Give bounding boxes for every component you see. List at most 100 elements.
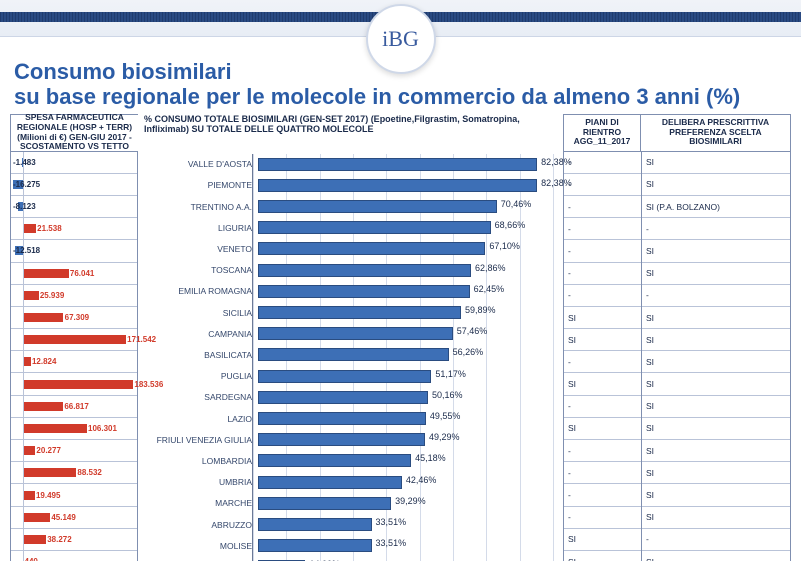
piani-cell: - [564, 507, 641, 529]
spesa-value: 12.824 [32, 357, 56, 366]
chart-column: 0%10%20%30%40%50%60%70%80%90% VALLE D'AO… [138, 152, 563, 561]
spesa-row: 20.277 [11, 440, 137, 462]
spesa-row: -8.123 [11, 196, 137, 218]
bar-value: 68,66% [495, 220, 526, 230]
spesa-row: 12.824 [11, 351, 137, 373]
delibera-cell: SI [642, 418, 790, 440]
region-label: LAZIO [146, 414, 258, 424]
bar-value: 56,26% [453, 347, 484, 357]
bar-row: FRIULI VENEZIA GIULIA 49,29% [146, 429, 563, 450]
header-piani: PIANI DI RIENTRO AGG_11_2017 [563, 114, 641, 152]
delibera-cell: SI [642, 240, 790, 262]
piani-cell: - [564, 152, 641, 174]
spesa-value: 88.532 [77, 468, 101, 477]
delibera-cell: SI [642, 484, 790, 506]
spesa-value: 67.309 [65, 313, 89, 322]
spesa-value: 66.817 [64, 402, 88, 411]
region-label: FRIULI VENEZIA GIULIA [146, 435, 258, 445]
spesa-value: 106.301 [88, 424, 117, 433]
delibera-cell: SI [642, 396, 790, 418]
spesa-row: 45.149 [11, 507, 137, 529]
logo-text: iBG [382, 26, 419, 52]
bar-row: TRENTINO A.A.70,46% [146, 196, 563, 217]
region-label: CAMPANIA [146, 329, 258, 339]
consumption-bar [258, 242, 485, 255]
bar-value: 70,46% [501, 199, 532, 209]
piani-cell: - [564, 440, 641, 462]
spesa-value: -12.518 [13, 246, 40, 255]
bar-row: ABRUZZO 33,51% [146, 514, 563, 535]
spesa-row: -16.275 [11, 174, 137, 196]
piani-cell: - [564, 396, 641, 418]
bar-value: 33,51% [376, 517, 407, 527]
header-spesa: SPESA FARMACEUTICA REGIONALE (HOSP + TER… [10, 114, 138, 152]
delibera-cell: SI [642, 462, 790, 484]
spesa-row: 19.495 [11, 484, 137, 506]
spesa-row: -1.483 [11, 152, 137, 174]
spesa-value: -1.483 [13, 158, 36, 167]
delibera-cell: SI (P.A. BOLZANO) [642, 196, 790, 218]
region-label: EMILIA ROMAGNA [146, 286, 258, 296]
consumption-bar [258, 518, 372, 531]
consumption-bar [258, 285, 470, 298]
bar-row: MOLISE33,51% [146, 535, 563, 556]
delibera-cell: SI [642, 351, 790, 373]
consumption-bar [258, 221, 491, 234]
consumption-bar [258, 179, 537, 192]
spesa-value: 25.939 [40, 291, 64, 300]
bar-row: PIEMONTE82,38% [146, 175, 563, 196]
region-label: PIEMONTE [146, 180, 258, 190]
spesa-value: 20.277 [36, 446, 60, 455]
piani-cell: SI [564, 373, 641, 395]
region-label: BASILICATA [146, 350, 258, 360]
header-chart: % CONSUMO TOTALE BIOSIMILARI (GEN-SET 20… [138, 114, 563, 152]
bar-value: 82,38% [541, 178, 572, 188]
region-label: MARCHE [146, 498, 258, 508]
slide-frame: iBG Consumo biosimilari su base regional… [0, 0, 801, 561]
piani-cell: - [564, 196, 641, 218]
delibera-cell: SI [642, 174, 790, 196]
consumption-bar [258, 433, 425, 446]
header-delibera: DELIBERA PRESCRITTIVA PREFERENZA SCELTA … [641, 114, 791, 152]
piani-cell: - [564, 263, 641, 285]
piani-column: -------SISI-SI-SI----SISISI [563, 152, 641, 561]
spesa-value: 21.538 [37, 224, 61, 233]
bar-value: 62,45% [474, 284, 505, 294]
region-label: MOLISE [146, 541, 258, 551]
piani-cell: - [564, 285, 641, 307]
consumption-bar [258, 158, 537, 171]
consumption-bar [258, 412, 426, 425]
spesa-value: 45.149 [51, 513, 75, 522]
delibera-column: SISISI (P.A. BOLZANO)-SISI-SISISISISISIS… [641, 152, 791, 561]
spesa-row: 440 [11, 551, 137, 561]
bar-row: UMBRIA42,46% [146, 472, 563, 493]
region-label: UMBRIA [146, 477, 258, 487]
piani-cell: SI [564, 329, 641, 351]
piani-cell: - [564, 240, 641, 262]
bar-value: 62,86% [475, 263, 506, 273]
bar-row: SICILIA59,89% [146, 302, 563, 323]
bar-value: 45,18% [415, 453, 446, 463]
bar-value: 49,29% [429, 432, 460, 442]
spesa-value: 440 [25, 557, 38, 561]
delibera-cell: - [642, 285, 790, 307]
bar-value: 82,38% [541, 157, 572, 167]
bar-row: PUGLIA51,17% [146, 366, 563, 387]
delibera-cell: SI [642, 263, 790, 285]
bar-row: VALLE D'AOSTA82,38% [146, 154, 563, 175]
bar-row: BASILICATA 56,26% [146, 344, 563, 365]
piani-cell: SI [564, 418, 641, 440]
delibera-cell: SI [642, 551, 790, 561]
bar-row: EMILIA ROMAGNA 62,45% [146, 281, 563, 302]
region-label: ABRUZZO [146, 520, 258, 530]
region-label: TOSCANA [146, 265, 258, 275]
spesa-value: 38.272 [47, 535, 71, 544]
bar-row: LIGURIA68,66% [146, 217, 563, 238]
spesa-row: 25.939 [11, 285, 137, 307]
delibera-cell: SI [642, 440, 790, 462]
region-label: LOMBARDIA [146, 456, 258, 466]
piani-cell: - [564, 174, 641, 196]
bar-value: 50,16% [432, 390, 463, 400]
spesa-row: 66.817 [11, 396, 137, 418]
consumption-bar [258, 264, 471, 277]
